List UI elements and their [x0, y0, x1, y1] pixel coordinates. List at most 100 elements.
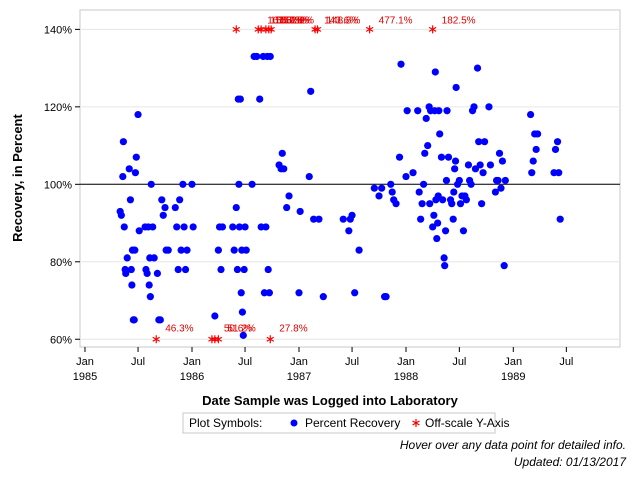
data-point	[217, 265, 225, 274]
data-point	[134, 110, 142, 119]
data-point	[238, 308, 247, 316]
data-point	[529, 157, 537, 165]
off-scale-label: 46.3%	[165, 323, 193, 334]
data-point	[265, 289, 273, 297]
data-point	[131, 246, 139, 254]
data-point	[440, 254, 448, 262]
data-point	[119, 172, 127, 181]
plot-area	[79, 9, 621, 348]
data-point	[429, 223, 437, 231]
data-point	[473, 64, 482, 72]
percent-recovery-points	[116, 52, 564, 339]
updated-note: Updated: 01/13/2017	[513, 455, 626, 469]
data-point	[422, 114, 430, 123]
data-point	[159, 211, 167, 219]
data-point	[158, 196, 166, 204]
off-scale-star	[267, 25, 275, 34]
data-point	[415, 188, 423, 196]
data-point	[395, 153, 404, 161]
legend-percent-recovery: Percent Recovery	[305, 416, 400, 430]
data-point	[179, 180, 187, 188]
data-point	[387, 180, 395, 188]
data-point	[462, 196, 470, 204]
x-tick-year-label: 1988	[394, 371, 418, 383]
data-point	[497, 184, 505, 192]
data-point	[211, 312, 219, 320]
off-scale-label: 182.5%	[442, 15, 476, 26]
data-point	[419, 180, 428, 188]
data-point	[467, 180, 475, 188]
data-point	[242, 246, 250, 254]
off-scale-label: 148.8%	[326, 15, 360, 26]
data-point	[278, 149, 286, 157]
data-point	[455, 176, 463, 185]
data-point	[119, 138, 127, 146]
data-point	[439, 196, 447, 204]
legend-off-scale: Off-scale Y-Axis	[425, 416, 509, 430]
data-point	[232, 203, 240, 212]
data-point	[117, 211, 125, 219]
data-point	[248, 180, 256, 188]
data-point	[164, 246, 172, 254]
data-point	[283, 203, 291, 212]
data-point	[285, 192, 293, 200]
data-point	[156, 316, 164, 324]
x-tick-label: Jan	[76, 356, 94, 368]
data-point	[218, 223, 227, 231]
data-point	[180, 223, 188, 231]
y-tick-label: 60%	[50, 334, 72, 346]
data-point	[240, 265, 248, 274]
data-point	[480, 138, 489, 146]
data-point	[534, 130, 542, 138]
data-point	[307, 87, 315, 95]
x-tick-label: Jan	[290, 356, 308, 368]
data-point	[498, 157, 507, 165]
data-point	[441, 262, 449, 270]
data-point	[236, 95, 244, 103]
y-axis-title: Recovery, in Percent	[10, 114, 25, 242]
data-point	[266, 52, 274, 61]
data-point	[452, 83, 460, 92]
data-point	[127, 265, 135, 274]
legend-star-icon	[412, 419, 420, 427]
data-point	[181, 265, 190, 274]
data-point	[555, 169, 563, 177]
data-point	[214, 246, 222, 254]
data-point	[125, 165, 133, 173]
data-point	[418, 200, 426, 208]
off-scale-points: 167.3%158.9%156.3%157.8%152.2% 143.6%148.…	[152, 15, 476, 344]
data-point	[150, 254, 158, 262]
data-point	[442, 176, 451, 185]
off-scale-star	[428, 25, 437, 34]
data-point	[147, 180, 155, 188]
data-point	[500, 262, 508, 270]
data-point	[532, 145, 540, 154]
data-point	[174, 265, 182, 274]
data-point	[345, 227, 353, 235]
data-point	[122, 269, 130, 278]
data-point	[348, 211, 356, 219]
x-tick-label: Jul	[559, 356, 573, 368]
data-point	[382, 293, 390, 301]
off-scale-label: 27.8%	[279, 323, 307, 334]
data-point	[434, 219, 442, 227]
x-tick-label: Jan	[397, 356, 415, 368]
data-point	[443, 107, 451, 115]
data-point	[421, 149, 429, 157]
data-point	[430, 211, 438, 219]
data-point	[176, 196, 184, 204]
off-scale-star	[365, 25, 374, 34]
off-scale-star	[152, 335, 160, 344]
legend-star-mark	[412, 419, 420, 427]
x-tick-label: Jul	[238, 356, 252, 368]
y-tick-label: 80%	[50, 257, 72, 269]
data-point	[351, 289, 359, 297]
data-point	[553, 138, 562, 146]
data-point	[339, 215, 347, 223]
data-point	[189, 223, 197, 231]
data-point	[253, 52, 261, 61]
data-point	[451, 165, 459, 173]
data-point	[305, 172, 313, 181]
legend-title: Plot Symbols:	[189, 416, 262, 430]
data-point	[392, 200, 400, 208]
